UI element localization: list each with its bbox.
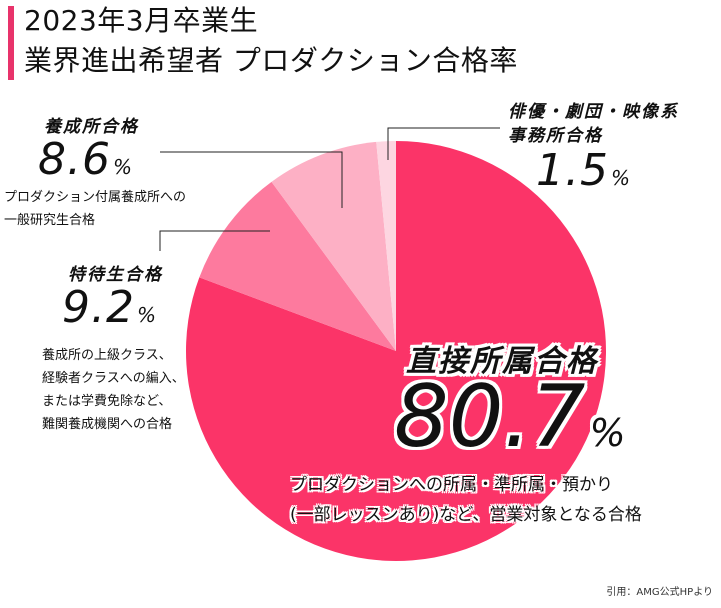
leader-line-scholarship	[159, 230, 270, 251]
slice-value-scholarship: 9.2%	[62, 282, 157, 333]
slice-label-acting-agency: 俳優・劇団・映像系 事務所合格	[508, 102, 679, 146]
slice-acting-agency	[376, 141, 396, 351]
chart-title-line-1: 2023年3月卒業生	[24, 4, 259, 37]
slice-desc-school: プロダクション付属養成所への 一般研究生合格	[4, 190, 187, 228]
slice-school	[271, 141, 396, 351]
slice-label-school: 養成所合格	[44, 117, 139, 137]
slice-direct	[186, 141, 607, 562]
label-group-scholarship: 特待生合格 9.2%	[62, 260, 163, 338]
slice-desc-direct-line-1: プロダクションへの所属・準所属・預かり	[290, 475, 613, 495]
slice-desc-direct-line-2: (一部レッスンあり)など、営業対象となる合格	[290, 505, 642, 525]
slice-label-scholarship: 特待生合格	[68, 265, 163, 285]
label-group-school: 養成所合格 8.6%	[38, 112, 139, 190]
source-note: 引用：AMG公式HPより	[606, 587, 713, 598]
title-accent-bar	[8, 6, 14, 80]
slice-value-direct: 80.7%	[394, 367, 626, 467]
slice-label-direct: 直接所属合格	[406, 344, 598, 379]
slice-value-school: 8.6%	[38, 134, 133, 185]
slice-scholarship	[199, 181, 396, 351]
leader-line-school	[160, 151, 343, 208]
chart-title-line-2: 業界進出希望者 プロダクション合格率	[24, 44, 518, 77]
label-group-acting-agency: 俳優・劇団・映像系 事務所合格 1.5%	[508, 100, 679, 201]
slice-value-acting-agency: 1.5%	[536, 145, 631, 196]
leader-line-acting-agency	[387, 127, 500, 160]
slice-desc-scholarship: 養成所の上級クラス、 経験者クラスへの編入、 または学費免除など、 難関養成機関…	[42, 348, 185, 432]
